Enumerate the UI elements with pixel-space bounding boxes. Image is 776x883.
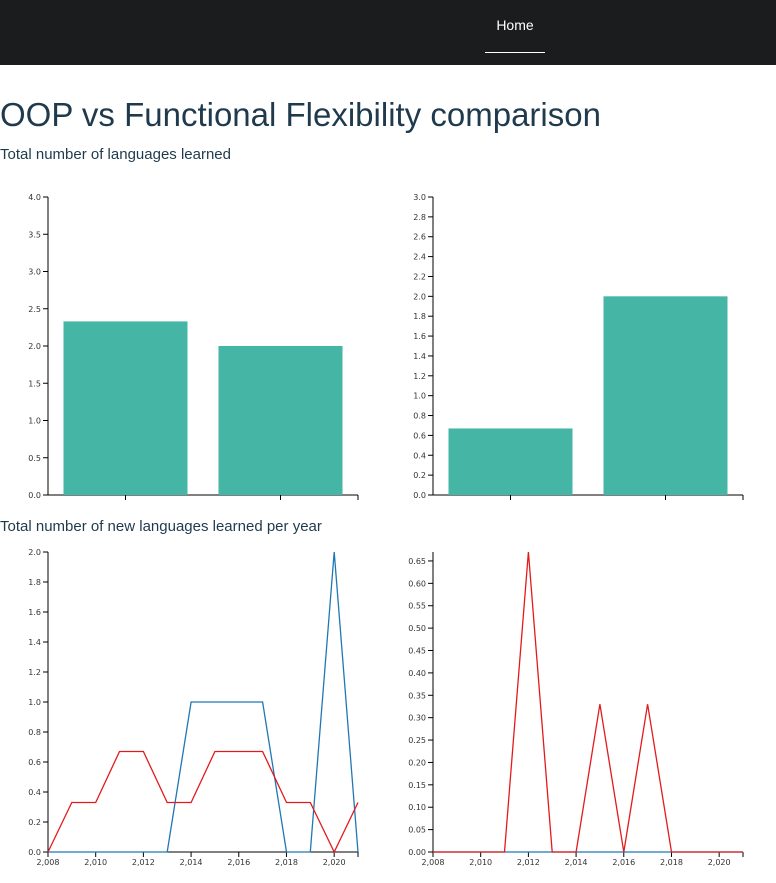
y-tick-label: 2.0	[28, 342, 41, 351]
x-tick-label: 2,020	[323, 858, 346, 867]
x-tick-label: 2,012	[132, 858, 155, 867]
y-tick-label: 1.4	[28, 638, 41, 647]
y-tick-label: 0.2	[28, 818, 41, 827]
y-tick-label: 3.5	[28, 230, 41, 239]
bar	[218, 346, 343, 495]
x-tick-label: 2,010	[84, 858, 107, 867]
bar-chart-oop: 0.0 0.5 1.0 1.5 2.0 2.5 3.0 3.5 4.0	[28, 193, 359, 500]
y-tick-label: 0.5	[28, 454, 41, 463]
y-tick-label: 0.35	[408, 691, 426, 700]
x-tick-label: 2,018	[660, 858, 683, 867]
x-tick-label: 2,008	[422, 858, 445, 867]
x-tick-label: 2,016	[227, 858, 250, 867]
x-tick-label: 2,012	[517, 858, 540, 867]
y-tick-label: 0.00	[408, 848, 426, 857]
section-title-per-year: Total number of new languages learned pe…	[0, 518, 322, 535]
x-tick-label: 2,020	[708, 858, 731, 867]
y-tick-label: 0.0	[28, 848, 41, 857]
y-tick-label: 1.6	[413, 332, 426, 341]
nav-home-link[interactable]: Home	[485, 0, 545, 53]
y-tick-label: 0.8	[413, 412, 426, 421]
series-line	[47, 750, 359, 854]
section-title-languages: Total number of languages learned	[0, 146, 231, 163]
y-tick-label: 0.10	[408, 803, 426, 812]
navbar: Home	[0, 0, 776, 65]
y-tick-label: 0.2	[413, 471, 426, 480]
y-tick-label: 0.0	[413, 491, 426, 500]
x-tick-label: 2,016	[612, 858, 635, 867]
y-tick-label: 3.0	[28, 268, 41, 277]
y-tick-label: 1.0	[413, 392, 426, 401]
y-tick-label: 0.05	[408, 826, 426, 835]
bar	[63, 321, 188, 495]
line-chart-oop: 0.0 0.2 0.4 0.6 0.8 1.0 1.2 1.4 1.6 1.8 2.0 2,008 2,…	[28, 548, 359, 867]
y-tick-label: 1.8	[413, 312, 426, 321]
y-tick-label: 3.0	[413, 193, 426, 202]
series-line	[433, 551, 743, 853]
y-tick-label: 0.65	[408, 557, 426, 566]
y-tick-label: 2.0	[28, 548, 41, 557]
bar-chart-functional: 0.0 0.2 0.4 0.6 0.8 1.0 1.2 1.4 1.6 1.8 2.0 2.2 2.4 2…	[413, 193, 744, 500]
x-tick-label: 2,008	[37, 858, 60, 867]
bar	[448, 428, 573, 495]
y-tick-label: 2.6	[413, 233, 426, 242]
x-tick-label: 2,014	[180, 858, 203, 867]
y-tick-label: 2.4	[413, 253, 426, 262]
y-tick-label: 0.8	[28, 728, 41, 737]
x-tick-label: 2,018	[275, 858, 298, 867]
y-tick-label: 1.0	[28, 698, 41, 707]
y-tick-label: 4.0	[28, 193, 41, 202]
series-line	[48, 551, 359, 853]
y-tick-label: 0.25	[408, 736, 426, 745]
y-tick-label: 0.60	[408, 579, 426, 588]
y-tick-label: 1.0	[28, 417, 41, 426]
y-tick-label: 0.45	[408, 647, 426, 656]
y-tick-label: 0.4	[28, 788, 41, 797]
y-tick-label: 1.2	[413, 372, 426, 381]
y-tick-label: 1.4	[413, 352, 426, 361]
bar	[603, 296, 728, 495]
y-tick-label: 2.5	[28, 305, 41, 314]
y-tick-label: 0.6	[28, 758, 41, 767]
y-tick-label: 1.6	[28, 608, 41, 617]
page-title: OOP vs Functional Flexibility comparison	[0, 96, 601, 133]
y-tick-label: 2.8	[413, 213, 426, 222]
y-tick-label: 2.0	[413, 292, 426, 301]
x-tick-label: 2,014	[565, 858, 588, 867]
y-tick-label: 0.40	[408, 669, 426, 678]
y-tick-label: 2.2	[413, 272, 426, 281]
y-tick-label: 0.50	[408, 624, 426, 633]
y-tick-label: 0.6	[413, 431, 426, 440]
y-tick-label: 1.2	[28, 668, 41, 677]
y-tick-label: 1.8	[28, 578, 41, 587]
x-tick-label: 2,010	[469, 858, 492, 867]
y-tick-label: 0.20	[408, 758, 426, 767]
line-chart-functional: 0.00 0.05 0.10 0.15 0.20 0.25 0.30 0.35 0.40 0.45…	[408, 551, 744, 867]
y-tick-label: 0.0	[28, 491, 41, 500]
y-tick-label: 0.15	[408, 781, 426, 790]
y-tick-label: 0.55	[408, 602, 426, 611]
y-tick-label: 0.30	[408, 714, 426, 723]
y-tick-label: 1.5	[28, 379, 41, 388]
y-tick-label: 0.4	[413, 451, 426, 460]
